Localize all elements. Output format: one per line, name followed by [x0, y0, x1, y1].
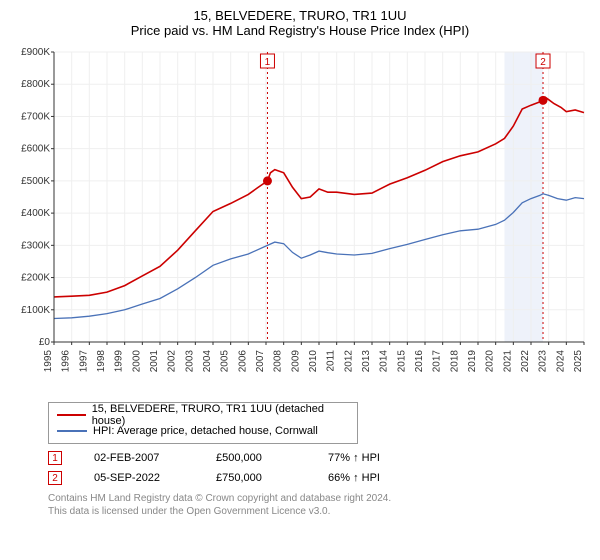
svg-text:2012: 2012 [343, 350, 354, 373]
svg-text:1: 1 [265, 57, 271, 68]
marker-row-1: 1 02-FEB-2007 £500,000 77% ↑ HPI [48, 448, 590, 468]
svg-text:1999: 1999 [114, 350, 125, 373]
svg-text:2002: 2002 [167, 350, 178, 373]
page-subtitle: Price paid vs. HM Land Registry's House … [10, 23, 590, 38]
svg-text:£700K: £700K [21, 111, 50, 122]
page-title: 15, BELVEDERE, TRURO, TR1 1UU [10, 8, 590, 23]
marker-date-1: 02-FEB-2007 [94, 452, 184, 464]
svg-text:2010: 2010 [308, 350, 319, 373]
svg-text:2024: 2024 [555, 350, 566, 373]
footer-line-1: Contains HM Land Registry data © Crown c… [48, 492, 590, 505]
legend-swatch-2 [57, 430, 87, 432]
svg-text:2013: 2013 [361, 350, 372, 373]
svg-text:1995: 1995 [43, 350, 54, 373]
svg-text:£200K: £200K [21, 273, 50, 284]
legend-box: 15, BELVEDERE, TRURO, TR1 1UU (detached … [48, 402, 358, 444]
svg-text:£100K: £100K [21, 305, 50, 316]
svg-text:1996: 1996 [61, 350, 72, 373]
svg-text:1997: 1997 [78, 350, 89, 373]
svg-text:2007: 2007 [255, 350, 266, 373]
svg-text:£300K: £300K [21, 240, 50, 251]
price-chart: £0 £100K £200K £300K £400K £500K £600K £700K £80… [10, 46, 590, 396]
marker-date-2: 05-SEP-2022 [94, 472, 184, 484]
legend-item-series-1: 15, BELVEDERE, TRURO, TR1 1UU (detached … [57, 407, 349, 423]
marker-badge-1: 1 [48, 451, 62, 465]
legend-label-2: HPI: Average price, detached house, Corn… [93, 425, 318, 437]
markers-table: 1 02-FEB-2007 £500,000 77% ↑ HPI 2 05-SE… [48, 448, 590, 488]
svg-text:2003: 2003 [184, 350, 195, 373]
svg-text:2019: 2019 [467, 350, 478, 373]
svg-text:£500K: £500K [21, 176, 50, 187]
svg-text:2: 2 [540, 57, 546, 68]
svg-text:2009: 2009 [290, 350, 301, 373]
footer-line-2: This data is licensed under the Open Gov… [48, 505, 590, 518]
marker-pct-1: 77% ↑ HPI [328, 452, 418, 464]
marker-row-2: 2 05-SEP-2022 £750,000 66% ↑ HPI [48, 468, 590, 488]
chart-svg: £0 £100K £200K £300K £400K £500K £600K £700K £80… [10, 46, 590, 396]
svg-text:£800K: £800K [21, 79, 50, 90]
legend-label-1: 15, BELVEDERE, TRURO, TR1 1UU (detached … [92, 403, 349, 427]
svg-text:2025: 2025 [573, 350, 584, 373]
svg-text:2023: 2023 [538, 350, 549, 373]
svg-text:2000: 2000 [131, 350, 142, 373]
svg-text:2014: 2014 [379, 350, 390, 373]
marker-badge-2: 2 [48, 471, 62, 485]
svg-text:2004: 2004 [202, 350, 213, 373]
legend-item-series-2: HPI: Average price, detached house, Corn… [57, 423, 349, 439]
svg-text:2001: 2001 [149, 350, 160, 373]
svg-text:2008: 2008 [273, 350, 284, 373]
footer-attribution: Contains HM Land Registry data © Crown c… [48, 492, 590, 518]
svg-text:2005: 2005 [220, 350, 231, 373]
svg-text:2011: 2011 [326, 350, 337, 372]
svg-text:2015: 2015 [396, 350, 407, 373]
svg-text:£900K: £900K [21, 47, 50, 58]
svg-text:2018: 2018 [449, 350, 460, 373]
marker-pct-2: 66% ↑ HPI [328, 472, 418, 484]
svg-text:£400K: £400K [21, 208, 50, 219]
svg-text:1998: 1998 [96, 350, 107, 373]
svg-text:2006: 2006 [237, 350, 248, 373]
svg-text:2021: 2021 [502, 350, 513, 373]
marker-price-1: £500,000 [216, 452, 296, 464]
svg-text:£600K: £600K [21, 144, 50, 155]
svg-text:2016: 2016 [414, 350, 425, 373]
legend-swatch-1 [57, 414, 86, 416]
svg-text:£0: £0 [39, 337, 51, 348]
svg-text:2022: 2022 [520, 350, 531, 373]
svg-text:2020: 2020 [485, 350, 496, 373]
marker-price-2: £750,000 [216, 472, 296, 484]
svg-text:2017: 2017 [432, 350, 443, 373]
